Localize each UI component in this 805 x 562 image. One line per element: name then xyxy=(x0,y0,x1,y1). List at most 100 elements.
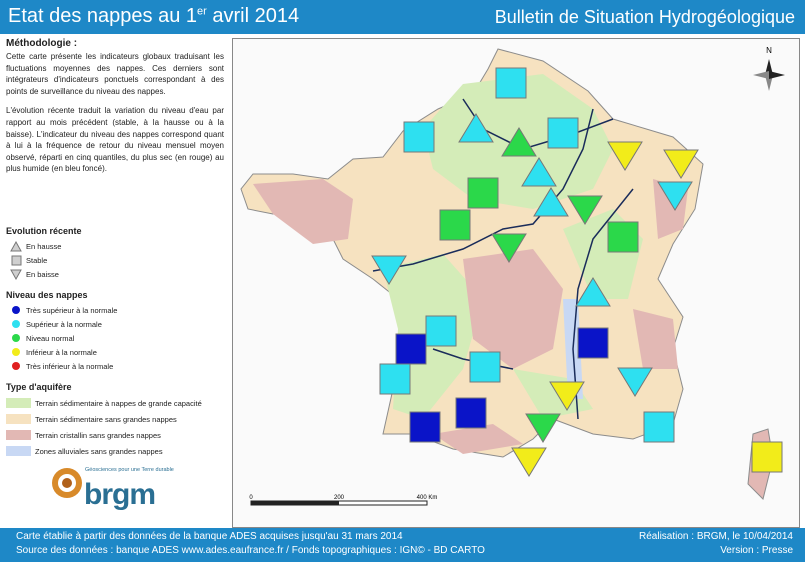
indicator-provence xyxy=(643,411,675,443)
indicator-aquitaine xyxy=(409,411,441,443)
triangle-up-icon xyxy=(6,240,26,252)
map-frame: N 0 200 400 Km xyxy=(232,38,800,528)
scale-bar: 0 200 400 Km xyxy=(249,495,438,506)
methodology-heading: Méthodologie : xyxy=(6,38,78,49)
dark-blue-dot-icon xyxy=(12,306,20,314)
aquifer-swatch xyxy=(6,414,31,424)
indicator-adour xyxy=(455,397,487,429)
indicator-limousin xyxy=(469,351,501,383)
legend-label: Stable xyxy=(26,255,48,265)
triangle-down-icon xyxy=(6,269,26,280)
legend-label: Niveau normal xyxy=(26,333,75,343)
indicator-languedoc xyxy=(525,413,561,443)
brgm-name: brgm xyxy=(84,478,156,511)
square-icon xyxy=(6,255,26,266)
legend-item-stable: Stable xyxy=(6,253,82,267)
indicator-layer xyxy=(371,67,783,477)
brgm-swirl-icon xyxy=(52,468,82,498)
scale-label-0: 0 xyxy=(249,495,253,501)
title-prefix: Etat des nappes au 1 xyxy=(8,5,198,27)
legend-aquifer: Type d'aquifère Terrain sédimentaire à n… xyxy=(6,382,202,459)
legend-item-aquifer-1: Terrain sédimentaire à nappes de grande … xyxy=(6,395,202,411)
indicator-champagne-s xyxy=(533,187,569,217)
indicator-corse xyxy=(751,441,783,473)
legend-item-aquifer-3: Terrain cristallin sans grandes nappes xyxy=(6,427,202,443)
indicator-centre-ouest xyxy=(439,209,471,241)
methodology-paragraph-1: Cette carte présente les indicateurs glo… xyxy=(6,52,224,96)
legend-item-normal: Niveau normal xyxy=(6,331,117,345)
legend-label: Zones alluviales sans grandes nappes xyxy=(35,446,163,456)
indicator-ile-de-france xyxy=(521,157,557,187)
scale-label-200: 200 xyxy=(334,495,345,501)
indicator-picardie-n xyxy=(458,113,494,143)
aquifer-swatch xyxy=(6,430,31,440)
legend-item-aquifer-2: Terrain sédimentaire sans grandes nappes xyxy=(6,411,202,427)
indicator-picardie xyxy=(501,127,537,157)
title-sup: er xyxy=(197,5,207,18)
france-map: N 0 200 400 Km xyxy=(233,39,799,527)
page-title: Etat des nappes au 1er avril 2014 xyxy=(8,5,299,28)
header-bar: Etat des nappes au 1er avril 2014 Bullet… xyxy=(0,0,805,34)
methodology-paragraph-2: L'évolution récente traduit la variation… xyxy=(6,106,224,174)
legend-label: Très supérieur à la normale xyxy=(26,305,118,315)
legend-item-baisse: En baisse xyxy=(6,267,82,281)
footer-data-note: Carte établie à partir des données de la… xyxy=(16,531,403,542)
indicator-vosges xyxy=(657,181,693,211)
indicator-nord xyxy=(495,67,527,99)
indicator-lorraine xyxy=(607,141,643,171)
legend-label: En hausse xyxy=(26,241,62,251)
legend-levels-heading: Niveau des nappes xyxy=(6,290,88,300)
legend-label: Terrain sédimentaire à nappes de grande … xyxy=(35,398,202,408)
legend-aquifer-heading: Type d'aquifère xyxy=(6,382,72,392)
aquifer-swatch xyxy=(6,446,31,456)
footer-version: Version : Presse xyxy=(720,545,793,556)
indicator-causses xyxy=(549,381,585,411)
indicator-charente xyxy=(395,333,427,365)
indicator-centre xyxy=(491,233,527,263)
aquifer-swatch xyxy=(6,398,31,408)
indicator-alsace xyxy=(663,149,699,179)
indicator-vendee xyxy=(379,363,411,395)
indicator-rhone xyxy=(575,277,611,307)
footer-source: Source des données : banque ADES www.ade… xyxy=(16,545,485,556)
footer-realisation: Réalisation : BRGM, le 10/04/2014 xyxy=(639,531,793,542)
indicator-franche-comte xyxy=(607,221,639,253)
methodology-panel: Méthodologie : Cette carte présente les … xyxy=(6,38,224,183)
bulletin-title: Bulletin de Situation Hydrogéologique xyxy=(494,7,795,27)
legend-label: Inférieur à la normale xyxy=(26,347,97,357)
legend-label: Très inférieur à la normale xyxy=(26,361,114,371)
legend-evolution: Evolution récente En hausse Stable En ba… xyxy=(6,226,82,281)
legend-item-inferieur: Inférieur à la normale xyxy=(6,345,117,359)
scale-label-400: 400 Km xyxy=(417,495,438,501)
indicator-poitou xyxy=(425,315,457,347)
legend-item-superieur: Supérieur à la normale xyxy=(6,317,117,331)
brgm-tagline: Géosciences pour une Terre durable xyxy=(85,467,174,473)
indicator-bretagne xyxy=(371,255,407,285)
brgm-logo: Géosciences pour une Terre durable brgm xyxy=(50,460,210,516)
legend-label: Terrain cristallin sans grandes nappes xyxy=(35,430,161,440)
legend-item-hausse: En hausse xyxy=(6,239,82,253)
north-label: N xyxy=(766,46,772,55)
indicator-drome xyxy=(617,367,653,397)
indicator-basse-normandie xyxy=(403,121,435,153)
legend-item-tres-inferieur: Très inférieur à la normale xyxy=(6,359,117,373)
north-arrow-icon: N xyxy=(753,46,785,91)
indicator-rhone-alpes xyxy=(577,327,609,359)
title-suffix: avril 2014 xyxy=(206,5,300,27)
legend-label: Terrain sédimentaire sans grandes nappes xyxy=(35,414,177,424)
footer-bar: Carte établie à partir des données de la… xyxy=(0,528,805,562)
indicator-bourgogne-n xyxy=(567,195,603,225)
legend-levels: Niveau des nappes Très supérieur à la no… xyxy=(6,290,117,373)
legend-label: Supérieur à la normale xyxy=(26,319,102,329)
red-dot-icon xyxy=(12,362,20,370)
legend-item-aquifer-4: Zones alluviales sans grandes nappes xyxy=(6,443,202,459)
green-dot-icon xyxy=(12,334,20,342)
yellow-dot-icon xyxy=(12,348,20,356)
indicator-roussillon xyxy=(511,447,547,477)
indicator-beauce xyxy=(467,177,499,209)
legend-label: En baisse xyxy=(26,269,59,279)
cyan-dot-icon xyxy=(12,320,20,328)
legend-evolution-heading: Evolution récente xyxy=(6,226,82,236)
indicator-champagne xyxy=(547,117,579,149)
legend-item-tres-superieur: Très supérieur à la normale xyxy=(6,303,117,317)
